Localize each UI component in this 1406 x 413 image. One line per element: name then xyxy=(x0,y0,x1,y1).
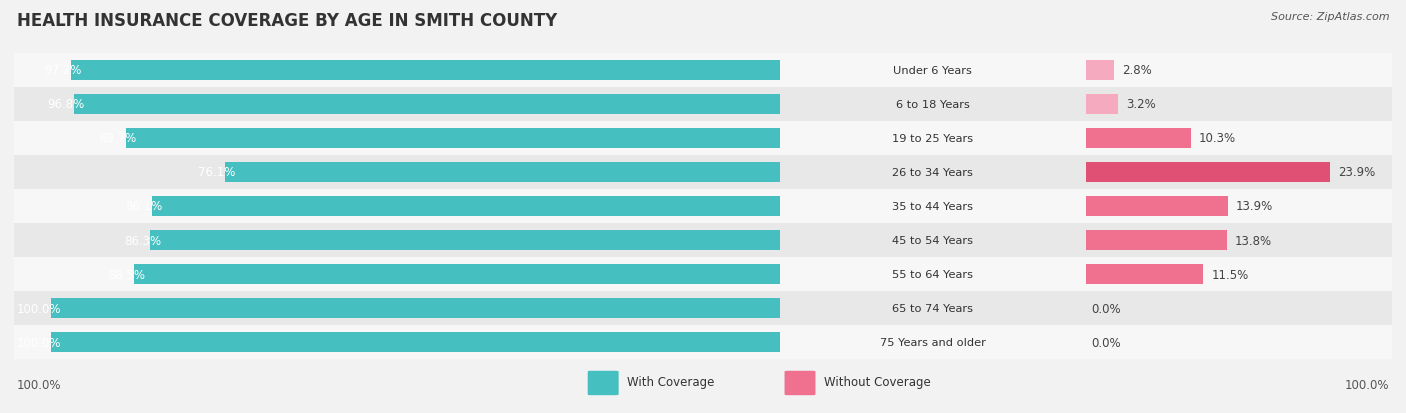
Text: 11.5%: 11.5% xyxy=(1212,268,1249,281)
Bar xyxy=(1085,95,1118,114)
Text: 86.3%: 86.3% xyxy=(124,234,162,247)
Bar xyxy=(225,163,779,183)
Bar xyxy=(0,54,1406,88)
Text: 13.8%: 13.8% xyxy=(1234,234,1272,247)
Bar xyxy=(1085,197,1227,216)
Text: 75 Years and older: 75 Years and older xyxy=(880,337,986,347)
Bar xyxy=(0,54,1406,88)
Text: Without Coverage: Without Coverage xyxy=(824,375,931,389)
FancyBboxPatch shape xyxy=(588,371,619,395)
Text: 19 to 25 Years: 19 to 25 Years xyxy=(891,133,973,144)
Bar xyxy=(0,257,1406,292)
Bar xyxy=(125,129,779,148)
Text: 100.0%: 100.0% xyxy=(17,336,62,349)
Bar xyxy=(0,292,1406,325)
Text: 100.0%: 100.0% xyxy=(17,377,62,391)
Text: 0.0%: 0.0% xyxy=(1091,336,1121,349)
Text: 0.0%: 0.0% xyxy=(1091,302,1121,315)
Bar xyxy=(0,257,1406,292)
Bar xyxy=(0,121,1406,156)
Text: 100.0%: 100.0% xyxy=(17,302,62,315)
Bar xyxy=(0,190,1406,223)
Text: 23.9%: 23.9% xyxy=(1339,166,1375,179)
Bar xyxy=(0,325,1406,359)
Text: 10.3%: 10.3% xyxy=(1199,132,1236,145)
Text: HEALTH INSURANCE COVERAGE BY AGE IN SMITH COUNTY: HEALTH INSURANCE COVERAGE BY AGE IN SMIT… xyxy=(17,12,557,30)
Bar xyxy=(1085,163,1330,183)
Bar xyxy=(1085,230,1226,250)
Text: 35 to 44 Years: 35 to 44 Years xyxy=(893,202,973,211)
Text: 96.8%: 96.8% xyxy=(48,98,84,111)
Bar xyxy=(0,156,1406,190)
Bar xyxy=(0,88,1406,121)
Bar xyxy=(150,230,779,250)
Text: 26 to 34 Years: 26 to 34 Years xyxy=(893,168,973,178)
Bar xyxy=(0,223,1406,257)
Bar xyxy=(0,325,1406,359)
Bar xyxy=(51,299,779,318)
Text: 6 to 18 Years: 6 to 18 Years xyxy=(896,100,970,109)
Text: 76.1%: 76.1% xyxy=(198,166,236,179)
Bar xyxy=(0,121,1406,156)
Text: 13.9%: 13.9% xyxy=(1236,200,1272,213)
Text: 100.0%: 100.0% xyxy=(1344,377,1389,391)
Bar xyxy=(152,197,779,216)
Text: 2.8%: 2.8% xyxy=(1122,64,1153,77)
Bar xyxy=(75,95,779,114)
Bar xyxy=(1085,61,1115,81)
Text: With Coverage: With Coverage xyxy=(627,375,714,389)
Bar xyxy=(0,88,1406,121)
Bar xyxy=(51,332,779,352)
Text: 89.7%: 89.7% xyxy=(100,132,136,145)
Bar xyxy=(1085,265,1204,284)
Text: 97.2%: 97.2% xyxy=(45,64,82,77)
Text: 3.2%: 3.2% xyxy=(1126,98,1156,111)
Bar xyxy=(0,190,1406,223)
Text: 65 to 74 Years: 65 to 74 Years xyxy=(893,304,973,313)
Bar xyxy=(0,223,1406,257)
Bar xyxy=(0,54,1406,88)
Bar xyxy=(0,156,1406,190)
Bar xyxy=(0,156,1406,190)
Bar xyxy=(0,88,1406,121)
Bar xyxy=(0,190,1406,223)
FancyBboxPatch shape xyxy=(785,371,815,395)
Text: 86.1%: 86.1% xyxy=(125,200,163,213)
Bar xyxy=(1085,129,1191,148)
Bar xyxy=(0,257,1406,292)
Bar xyxy=(0,292,1406,325)
Text: 88.5%: 88.5% xyxy=(108,268,145,281)
Bar xyxy=(70,61,779,81)
Text: Under 6 Years: Under 6 Years xyxy=(893,66,972,76)
Bar xyxy=(0,223,1406,257)
Bar xyxy=(135,265,779,284)
Text: 55 to 64 Years: 55 to 64 Years xyxy=(893,269,973,280)
Text: 45 to 54 Years: 45 to 54 Years xyxy=(893,235,973,245)
Bar xyxy=(0,325,1406,359)
Text: Source: ZipAtlas.com: Source: ZipAtlas.com xyxy=(1271,12,1389,22)
Bar xyxy=(0,121,1406,156)
Bar xyxy=(0,292,1406,325)
